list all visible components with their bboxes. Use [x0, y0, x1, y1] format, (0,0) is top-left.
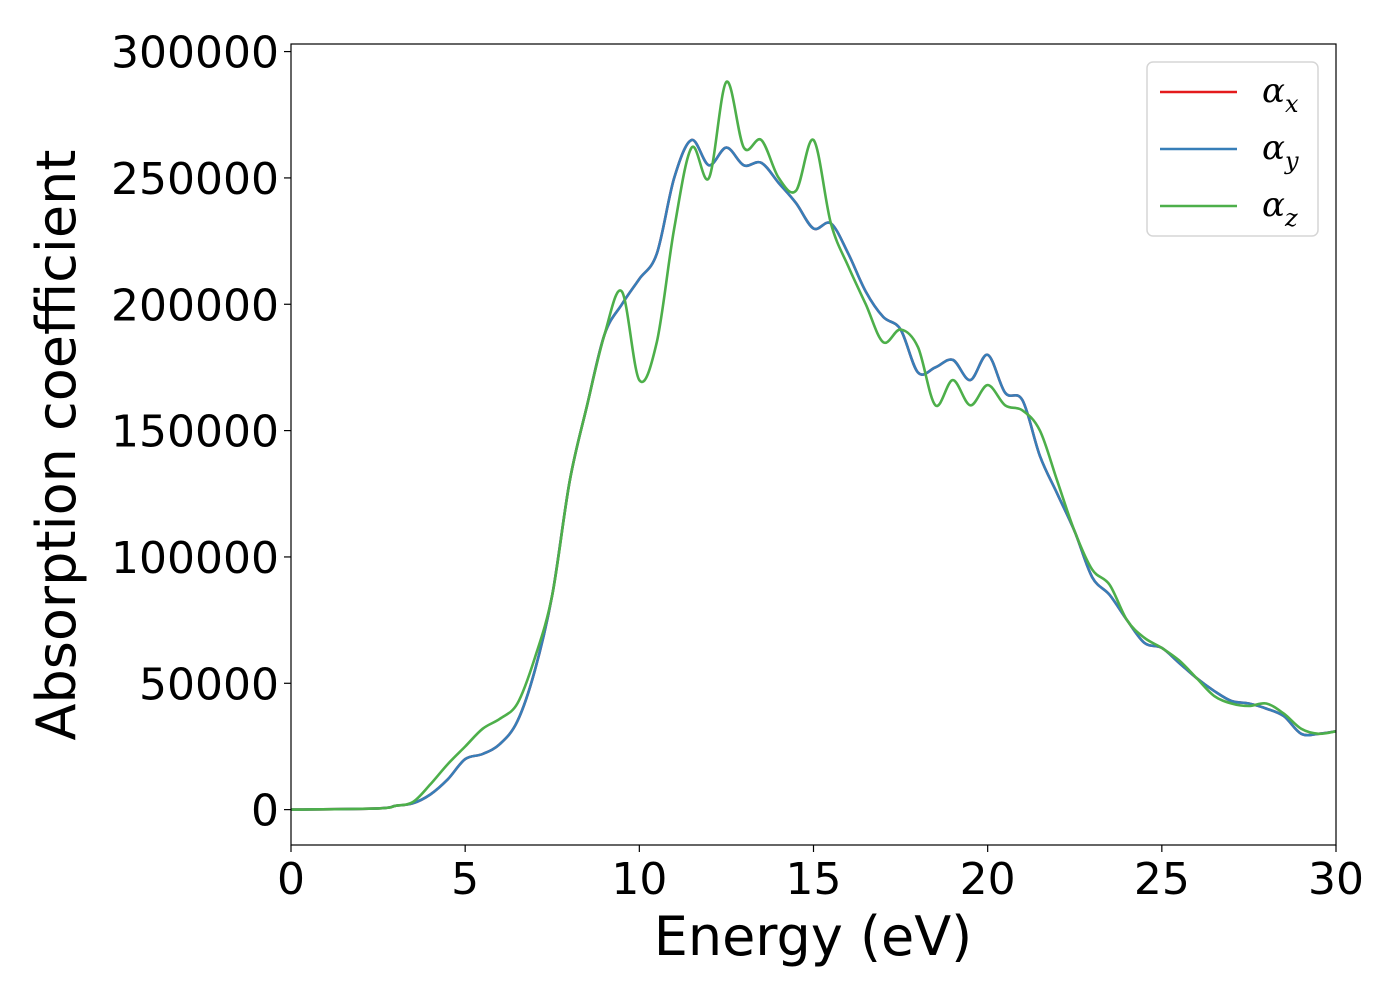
x-tick-label: 15	[786, 854, 842, 905]
y-tick-label: 50000	[139, 659, 279, 710]
x-tick-label: 30	[1308, 854, 1364, 905]
x-axis: 0 5 10 15 20 25 30	[277, 845, 1364, 905]
legend-item-alpha-x: αx	[1160, 71, 1299, 118]
x-axis-title: Energy (eV)	[654, 905, 973, 968]
plot-lines	[290, 80, 1337, 811]
legend-item-alpha-z: αz	[1160, 185, 1298, 232]
series-line-alpha-z	[290, 80, 1337, 811]
y-tick-label: 0	[251, 786, 279, 837]
x-tick-label: 10	[611, 854, 667, 905]
x-tick-label: 25	[1134, 854, 1190, 905]
y-tick-label: 300000	[111, 28, 279, 79]
legend-item-alpha-y: αy	[1160, 128, 1299, 175]
x-tick-label: 20	[960, 854, 1016, 905]
x-tick-label: 0	[277, 854, 305, 905]
y-axis-title: Absorption coefficient	[25, 150, 88, 741]
y-tick-label: 250000	[111, 154, 279, 205]
y-tick-label: 150000	[111, 407, 279, 458]
legend-items: αx αy αz	[1160, 71, 1299, 232]
legend: αx αy αz	[1146, 61, 1319, 237]
x-tick-label: 5	[451, 854, 479, 905]
legend-label: αy	[1262, 128, 1299, 175]
y-tick-label: 200000	[111, 280, 279, 331]
y-tick-label: 100000	[111, 533, 279, 584]
legend-label: αz	[1262, 185, 1298, 232]
y-axis: 0 50000 100000 150000 200000 250000 300000	[111, 28, 291, 837]
legend-label: αx	[1262, 71, 1299, 118]
